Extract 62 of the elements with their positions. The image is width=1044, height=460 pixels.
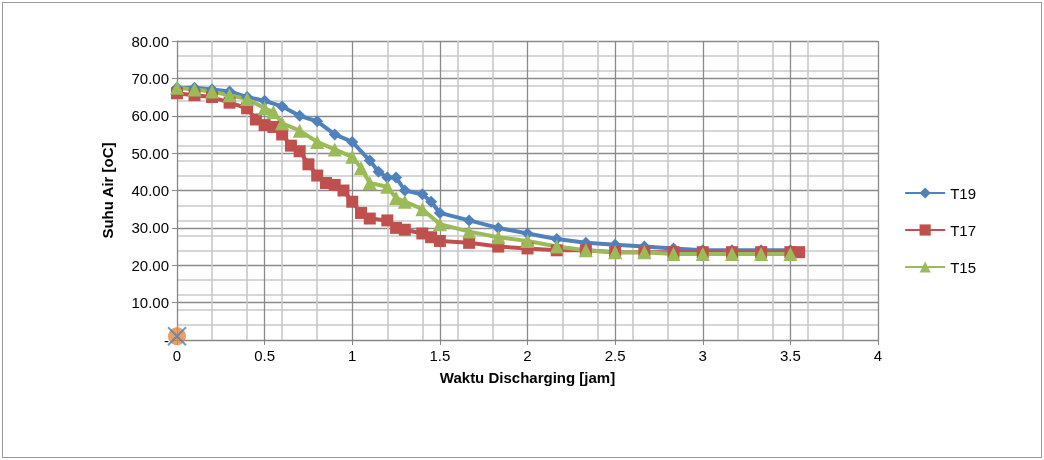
x-axis-title: Waktu Discharging [jam] [439,369,616,386]
point [354,161,369,176]
point [363,154,376,167]
point [293,145,306,158]
x-tick-label: 2 [523,347,532,364]
x-tick-label: 3.5 [779,347,801,364]
point [362,176,377,191]
y-tick-label: 60.00 [131,107,169,125]
x-tick-label: 2.5 [604,347,626,364]
point [520,233,535,248]
point [293,109,306,122]
point [397,194,412,209]
point [491,230,506,245]
y-tick-label: 10.00 [131,294,169,312]
point [302,158,315,171]
legend-label: T19 [950,184,977,202]
point [346,135,359,148]
point [433,234,446,247]
y-tick-label: 20.00 [131,256,169,274]
point [311,115,324,128]
point [276,100,289,113]
point [346,195,359,208]
x-tick-label: 3 [698,347,707,364]
point [415,202,430,217]
point [398,184,411,197]
point [345,149,360,164]
legend-label: T15 [950,258,977,276]
point [222,88,237,103]
point [327,142,342,157]
point [398,223,411,236]
point [328,128,341,141]
point [433,206,446,219]
y-axis-title: Suhu Air [oC] [99,142,116,239]
point [380,179,395,194]
x-tick-label: 1.5 [429,347,451,364]
point [432,217,447,232]
point [425,195,438,208]
legend-label: T17 [950,221,977,239]
point [337,184,350,197]
y-tick-label: - [164,331,169,349]
y-tick-label: 80.00 [131,32,169,50]
point [275,116,290,131]
point [463,214,476,227]
point [292,123,307,138]
point [310,134,325,149]
point [416,188,429,201]
y-tick-label: 30.00 [131,219,169,237]
y-tick-label: 70.00 [131,69,169,87]
point [549,239,564,254]
x-tick-label: 1 [348,347,357,364]
point [266,105,281,120]
point [363,212,376,225]
point [381,214,394,227]
x-tick-label: 0.5 [254,347,276,364]
point [793,246,806,259]
point [390,171,403,184]
y-tick-label: 40.00 [131,182,169,199]
point [372,165,385,178]
x-tick-label: 4 [873,347,883,364]
x-tick-label: 0 [172,347,182,364]
point [462,224,477,239]
y-tick-label: 50.00 [131,144,169,162]
